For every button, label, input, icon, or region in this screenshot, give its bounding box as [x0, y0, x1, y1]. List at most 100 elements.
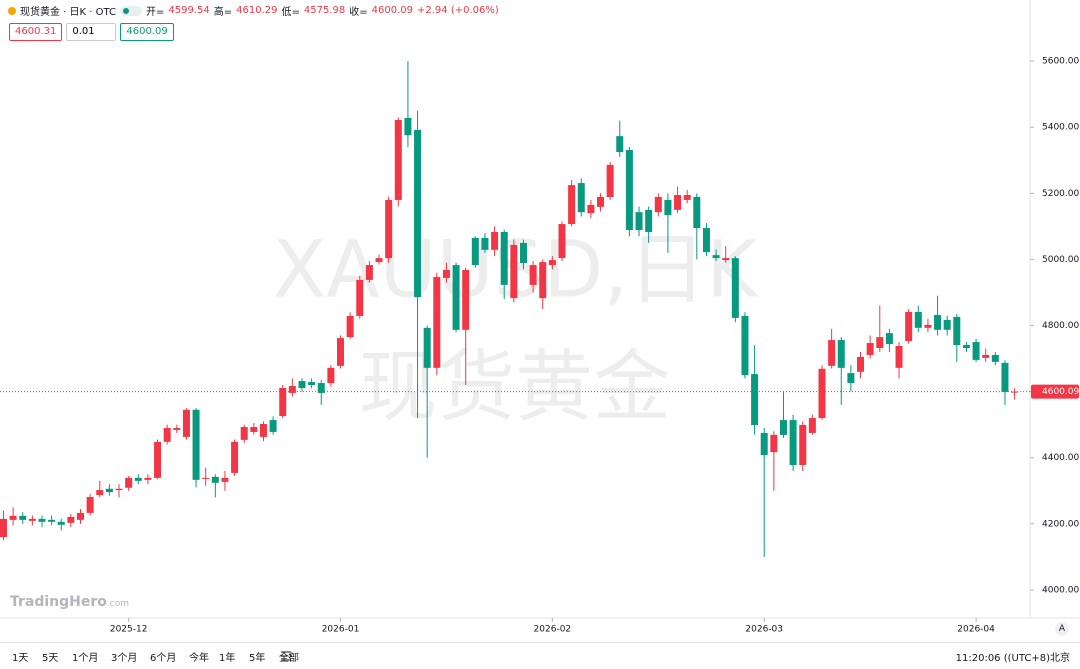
toolbar: 1天 5天 1个月 3个月 6个月 今年 1年 5年 全部 11:20:06 ((UTC+8)北… [0, 642, 1080, 669]
candle-body [1001, 362, 1009, 392]
candle-body [19, 515, 27, 520]
candle-body [173, 427, 181, 430]
candle-body [134, 477, 142, 481]
range-button[interactable]: 3个月 [111, 653, 138, 664]
candle-body [317, 383, 325, 393]
candle-body [731, 258, 739, 318]
symbol-icon [8, 6, 16, 15]
candle-body [327, 367, 335, 384]
candle-body [250, 426, 258, 432]
toggle[interactable] [120, 5, 143, 16]
range-button[interactable]: 6个月 [150, 653, 177, 664]
high-value: 4610.29 [236, 5, 278, 16]
candle-body [876, 337, 884, 348]
range-button[interactable]: 1天 [12, 653, 29, 664]
candle-body [712, 255, 720, 259]
candle-body [86, 497, 94, 513]
candle-body [741, 315, 749, 376]
header: 现货黄金 · 日K · OTC 开= 4599.54 高= 4610.29 低= 45… [8, 3, 499, 18]
candle-body [779, 420, 787, 435]
candle-body [48, 519, 56, 522]
sell-price[interactable]: 4600.31 [9, 23, 63, 41]
range-button[interactable]: 5天 [42, 653, 59, 664]
low-value: 4575.98 [303, 5, 346, 16]
open-value: 4599.54 [168, 5, 210, 16]
candle-body [683, 194, 691, 200]
low-label: 低= [281, 7, 300, 18]
candle-body [664, 199, 672, 216]
y-tick-label: 4800.00 [1042, 321, 1079, 331]
compare-icon[interactable] [279, 649, 293, 663]
candle-body [510, 244, 518, 299]
high-label: 高= [213, 7, 233, 18]
candle-body [645, 209, 653, 232]
candle-body [144, 477, 152, 480]
x-tick-label: 2026-01 [322, 625, 360, 635]
candle-body [818, 368, 826, 419]
candle-body [269, 420, 277, 432]
close-label: 收= [349, 7, 368, 18]
logo-name: TradingHero [10, 594, 107, 610]
y-tick-label: 4200.00 [1042, 519, 1079, 529]
range-button[interactable]: 1年 [219, 653, 236, 664]
range-button[interactable]: 5年 [249, 653, 266, 664]
candle-body [211, 476, 219, 483]
candle-body [529, 265, 537, 285]
candle-body [385, 199, 393, 259]
candle-body [77, 512, 85, 520]
candle-body [105, 488, 113, 493]
buy-price[interactable]: 4600.09 [120, 23, 174, 41]
candle-body [28, 518, 36, 521]
y-tick-label: 4400.00 [1042, 453, 1079, 463]
symbol: 现货黄金 · 日K · OTC [20, 7, 117, 18]
candle-body [953, 316, 961, 346]
candle-body [115, 488, 123, 491]
candle-body [799, 424, 807, 465]
candle-body [452, 265, 460, 330]
x-tick-label: 2026-03 [745, 625, 783, 635]
candle-body [857, 356, 865, 372]
range-button[interactable]: 全部 [279, 653, 299, 664]
candle-body [375, 258, 383, 263]
candle-body [885, 333, 893, 345]
watermark: 现货黄金 [359, 342, 671, 432]
candle-body [404, 117, 412, 136]
candle-body [433, 276, 441, 368]
candle-body [587, 204, 595, 214]
candle-body [597, 196, 605, 207]
y-tick-label: 5200.00 [1042, 189, 1079, 199]
logo: TradingHero.com [10, 594, 129, 610]
candle-body [491, 231, 499, 250]
candle-body [240, 426, 248, 440]
candle-body [67, 516, 75, 523]
range-button[interactable]: 1个月 [72, 653, 99, 664]
candle-body [346, 315, 354, 338]
candle-body [635, 212, 643, 231]
candle-body [847, 373, 855, 384]
candle-body [96, 490, 104, 496]
candle-body [154, 441, 162, 478]
candle-body [221, 477, 229, 482]
candle-body [934, 314, 942, 330]
candle-body [414, 129, 422, 298]
candle-body [57, 521, 65, 525]
candle-body [616, 136, 624, 153]
candle-body [471, 237, 479, 266]
candle-body [365, 265, 373, 280]
candle-body [972, 342, 980, 360]
y-tick-label: 4000.00 [1042, 585, 1079, 595]
candle-body [500, 231, 508, 285]
change: +2.94 (+0.06%) [417, 5, 499, 16]
auto-scale[interactable]: A [1055, 622, 1069, 636]
y-tick-label: 5000.00 [1042, 255, 1079, 265]
candle-body [837, 340, 845, 368]
last-price-box [1031, 384, 1079, 399]
logo-domain: .com [106, 599, 129, 609]
range-button[interactable]: 今年 [189, 653, 209, 664]
candle-body [192, 409, 200, 480]
candle-body [519, 242, 527, 264]
candle-body [356, 279, 364, 316]
candle-body [442, 270, 450, 278]
candle-body [481, 237, 489, 250]
